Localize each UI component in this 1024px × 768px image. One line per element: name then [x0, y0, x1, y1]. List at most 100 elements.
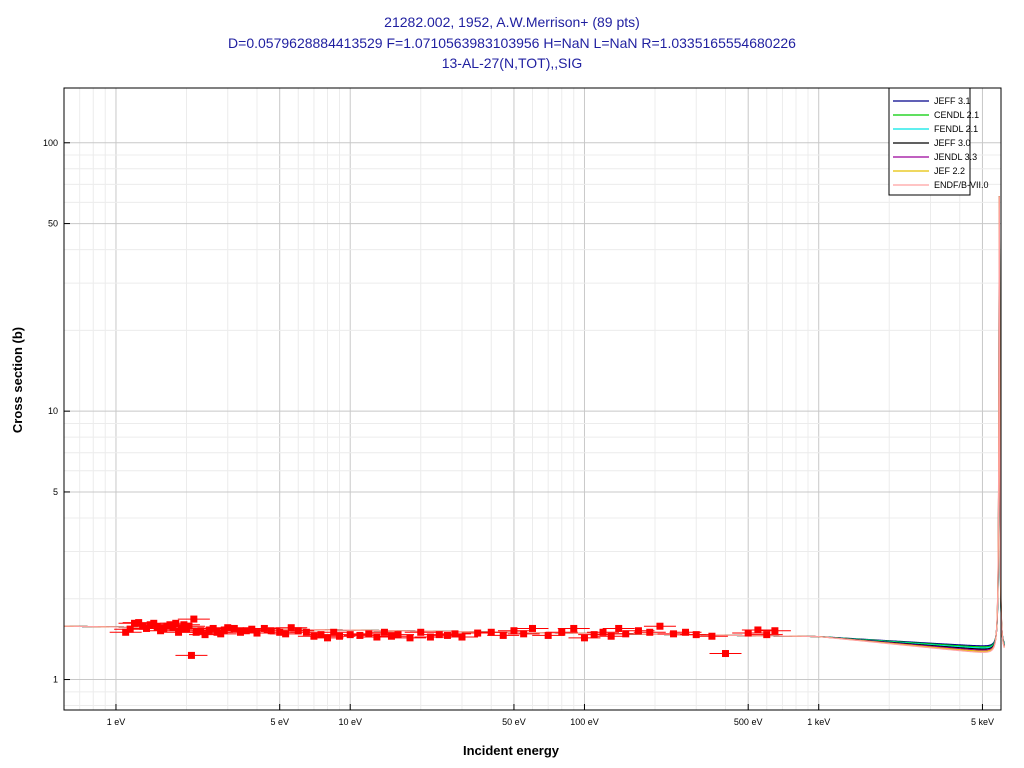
plot-frame — [63, 87, 1002, 711]
data-point — [185, 622, 193, 630]
data-point — [267, 627, 275, 635]
data-point — [335, 632, 343, 640]
data-point — [169, 623, 177, 631]
data-point — [213, 628, 221, 636]
data-point — [217, 630, 225, 638]
data-point — [294, 627, 302, 635]
legend-label: ENDF/B-VII.0 — [934, 180, 989, 190]
data-point — [330, 628, 338, 636]
data-point — [544, 631, 552, 639]
y-tick-label: 1 — [53, 675, 58, 685]
data-point — [458, 633, 466, 641]
data-point — [417, 628, 425, 636]
data-point — [187, 651, 195, 659]
data-point — [365, 630, 373, 638]
data-point — [510, 627, 518, 635]
series-line-fendl-2-1 — [63, 196, 1005, 649]
data-point — [443, 631, 451, 639]
x-tick-label: 1 eV — [107, 717, 126, 727]
series-line-jeff-3-0 — [63, 196, 1005, 650]
data-point — [324, 634, 332, 642]
y-tick-label: 10 — [48, 406, 58, 416]
data-point — [310, 632, 318, 640]
x-ticks: 1 eV 5 eV 10 eV 50 eV 100 eV 500 eV 1 keV 5 keV — [107, 704, 994, 727]
data-point — [302, 628, 310, 636]
data-point — [139, 622, 147, 630]
data-point — [570, 624, 578, 632]
data-point — [682, 628, 690, 636]
data-point — [150, 619, 158, 627]
data-point — [224, 624, 232, 632]
data-point — [131, 619, 139, 627]
data-point — [558, 628, 566, 636]
data-point — [248, 625, 256, 633]
series-line-jeff-3-1 — [63, 196, 1005, 647]
y-ticks: 1 5 10 50 100 — [43, 138, 70, 685]
data-point — [209, 624, 217, 632]
data-point — [282, 630, 290, 638]
data-point — [763, 631, 771, 639]
data-point — [230, 624, 238, 632]
x-tick-label: 5 eV — [270, 717, 289, 727]
grid — [63, 88, 1002, 710]
data-point — [529, 624, 536, 632]
data-point — [435, 631, 443, 639]
data-point — [615, 624, 623, 632]
data-point — [771, 627, 779, 635]
y-tick-label: 5 — [53, 487, 58, 497]
legend-label: FENDL 2.1 — [934, 124, 978, 134]
chart-title-line3: 13-AL-27(N,TOT),,SIG — [441, 55, 583, 71]
data-point — [126, 625, 134, 633]
legend-box — [888, 87, 971, 196]
data-point — [356, 631, 364, 639]
data-point — [708, 632, 716, 640]
data-point — [192, 628, 200, 636]
data-point — [487, 628, 495, 636]
x-tick-label: 100 eV — [570, 717, 599, 727]
data-point — [201, 631, 209, 639]
data-point — [380, 628, 388, 636]
data-point — [426, 633, 434, 641]
data-point — [122, 628, 130, 636]
data-point — [142, 624, 150, 632]
data-point — [276, 628, 284, 636]
data-point — [190, 615, 198, 623]
x-tick-label: 1 keV — [807, 717, 830, 727]
legend-label: JEFF 3.0 — [934, 138, 971, 148]
data-point — [599, 628, 607, 636]
data-point — [346, 631, 354, 639]
data-point — [197, 627, 205, 635]
legend-label: JEF 2.2 — [934, 166, 965, 176]
legend-label: JENDL 3.3 — [934, 152, 977, 162]
data-point — [387, 632, 395, 640]
x-tick-label: 5 keV — [971, 717, 994, 727]
y-axis-label: Cross section (b) — [10, 327, 25, 433]
data-point — [670, 630, 678, 638]
series-line-endf-b-vii-0 — [63, 196, 1005, 653]
data-point — [394, 631, 402, 639]
data-point — [172, 619, 180, 627]
data-point — [744, 629, 752, 637]
data-point — [253, 629, 261, 637]
x-tick-label: 10 eV — [338, 717, 362, 727]
data-point — [634, 627, 642, 635]
data-point — [242, 627, 250, 635]
y-tick-label: 50 — [48, 219, 58, 229]
curves — [63, 196, 1005, 653]
data-point — [175, 628, 183, 636]
data-point — [146, 621, 154, 629]
data-point — [499, 631, 507, 639]
data-point — [590, 631, 598, 639]
legend-label: CENDL 2.1 — [934, 110, 979, 120]
data-point — [607, 632, 615, 640]
data-point — [451, 630, 459, 638]
y-tick-label: 100 — [43, 138, 58, 148]
legend: JEFF 3.1 CENDL 2.1 FENDL 2.1 JEFF 3.0 JENDL … — [888, 87, 989, 196]
x-tick-label: 50 eV — [502, 717, 526, 727]
data-point — [287, 624, 295, 632]
series-line-cendl-2-1 — [63, 196, 1005, 648]
data-point — [474, 629, 482, 637]
chart-title-line1: 21282.002, 1952, A.W.Merrison+ (89 pts) — [384, 14, 640, 30]
x-tick-label: 500 eV — [734, 717, 763, 727]
